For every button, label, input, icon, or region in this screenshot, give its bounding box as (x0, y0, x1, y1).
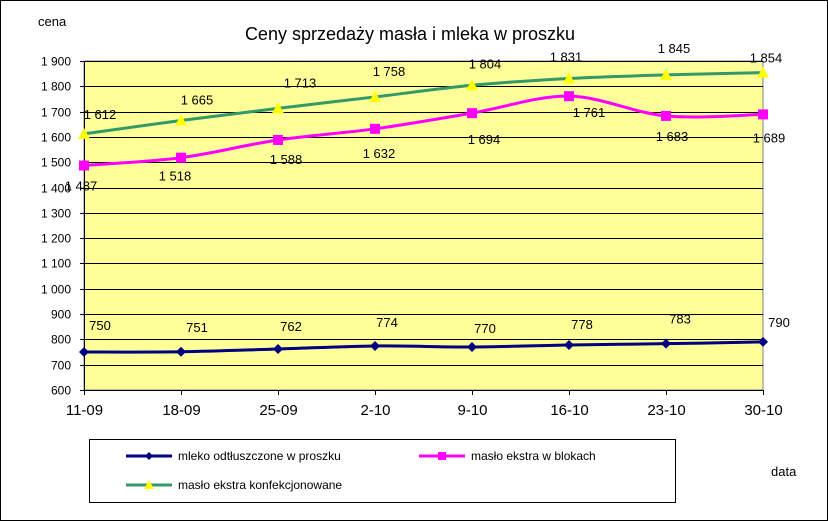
data-label: 751 (186, 320, 208, 335)
point-square (79, 160, 89, 171)
y-axis-label: cena (38, 14, 67, 29)
legend-label: masło ekstra w blokach (471, 449, 596, 463)
data-label: 790 (768, 315, 790, 330)
series-line-2 (83, 71, 764, 136)
y-tick-label: 1 300 (41, 207, 71, 221)
legend-item-maslo-bloki: masło ekstra w blokach (417, 448, 596, 464)
x-tick-labels: 11-09 18-09 25-09 2-10 9-10 16-10 23-10 30-10 (66, 402, 783, 419)
y-tick-label: 1 700 (41, 106, 71, 120)
point-triangle (272, 102, 284, 114)
point-square (661, 110, 671, 121)
legend-swatch-diamond-icon (126, 452, 172, 460)
legend-label: masło ekstra konfekcjonowane (178, 478, 343, 492)
point-triangle (369, 90, 381, 102)
x-tick-label: 11-09 (66, 402, 103, 419)
series-lines (78, 66, 769, 358)
y-tick-label: 1 200 (41, 232, 71, 246)
plot-area (83, 60, 764, 391)
data-label: 1 683 (656, 129, 689, 144)
x-tick-label: 25-09 (259, 402, 297, 419)
point-triangle (78, 127, 90, 139)
point-square (467, 108, 477, 119)
y-tick-label: 1 800 (41, 80, 71, 94)
point-square (370, 123, 380, 134)
y-tick-label: 1 500 (41, 156, 71, 170)
y-tick-label: 600 (51, 384, 71, 398)
data-label: 1 487 (65, 179, 98, 194)
data-label: 1 854 (750, 51, 783, 66)
legend: mleko odtłuszczone w proszku masło ekstr… (89, 439, 676, 503)
y-tick-label: 700 (51, 359, 71, 373)
y-tick-label: 1 100 (41, 257, 71, 271)
point-triangle (466, 79, 478, 91)
point-triangle (757, 66, 769, 78)
data-label: 750 (89, 318, 111, 333)
y-tick-label: 1 900 (41, 55, 71, 69)
x-tick-label: 16-10 (550, 402, 588, 419)
point-diamond (661, 338, 671, 349)
data-label: 1 831 (550, 49, 583, 64)
legend-swatch-triangle-icon (126, 480, 172, 489)
series-line-1 (83, 94, 764, 168)
y-tick-label: 1 400 (41, 182, 71, 196)
legend-label: mleko odtłuszczone w proszku (178, 449, 341, 463)
point-triangle (175, 114, 187, 126)
point-diamond (564, 339, 574, 350)
point-diamond (176, 346, 186, 357)
data-label: 778 (571, 317, 593, 332)
x-tick-label: 23-10 (647, 402, 685, 419)
point-triangle (563, 72, 575, 84)
x-tick-label: 2-10 (360, 402, 390, 419)
y-tick-labels: 600 700 800 900 1 000 1 100 1 200 1 300 1 400 1 5… (41, 55, 71, 398)
point-diamond (758, 336, 768, 347)
data-label: 1 761 (573, 105, 606, 120)
data-label: 1 689 (753, 130, 786, 145)
data-label: 1 713 (284, 75, 317, 90)
legend-item-mleko: mleko odtłuszczone w proszku (124, 448, 341, 464)
data-label: 1 665 (181, 92, 214, 107)
y-tick-label: 900 (51, 308, 71, 322)
data-label: 774 (376, 315, 398, 330)
point-diamond (273, 344, 283, 355)
data-label: 1 518 (159, 169, 192, 184)
x-tick-label: 18-09 (162, 402, 200, 419)
data-label: 1 612 (84, 107, 117, 122)
y-tick-label: 1 000 (41, 283, 71, 297)
data-label: 1 588 (270, 152, 303, 167)
axes (80, 61, 764, 395)
point-square (564, 91, 574, 102)
series-line-0 (83, 340, 764, 354)
data-label: 1 804 (469, 56, 502, 71)
point-diamond (467, 341, 477, 352)
data-label: 1 694 (468, 132, 501, 147)
x-tick-label: 9-10 (457, 402, 487, 419)
point-square (758, 109, 768, 120)
data-labels: 750 751 762 774 770 778 783 790 1 487 1 518 1 588 1… (65, 41, 790, 336)
legend-swatch-square-icon (419, 452, 465, 460)
data-label: 1 758 (373, 64, 406, 79)
data-label: 762 (280, 319, 302, 334)
point-square (176, 152, 186, 163)
y-tick-label: 1 600 (41, 131, 71, 145)
data-label: 1 845 (658, 41, 691, 56)
x-axis-label: data (771, 464, 797, 479)
y-tick-label: 800 (51, 333, 71, 347)
legend-item-maslo-konf: masło ekstra konfekcjonowane (124, 477, 342, 493)
data-label: 783 (669, 312, 691, 327)
point-square (273, 134, 283, 145)
data-label: 1 632 (363, 146, 396, 161)
point-diamond (370, 340, 380, 351)
point-diamond (79, 347, 89, 358)
data-label: 770 (474, 321, 496, 336)
x-tick-label: 30-10 (744, 402, 782, 419)
point-triangle (660, 68, 672, 80)
chart-title: Ceny sprzedaży masła i mleka w proszku (245, 24, 575, 44)
